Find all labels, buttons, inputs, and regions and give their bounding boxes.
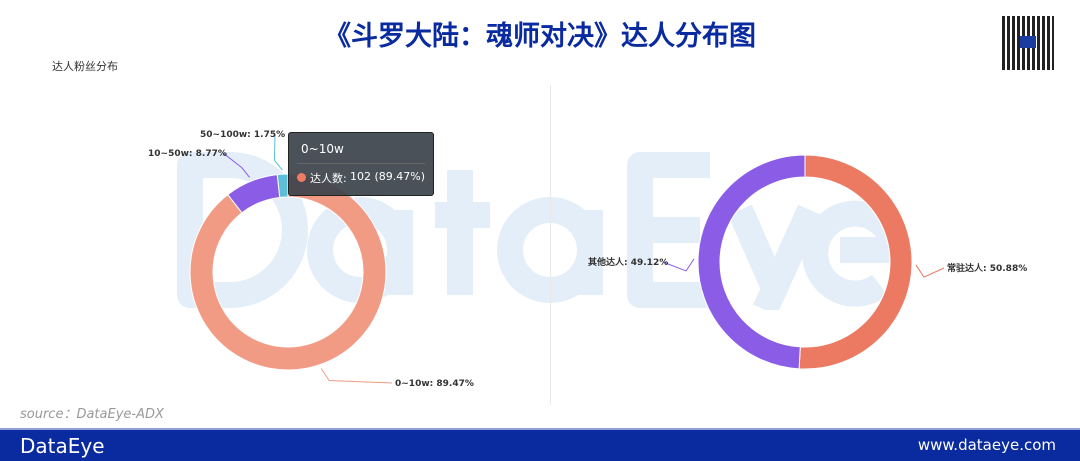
tooltip: 0~10w 达人数: 102 (89.47%) xyxy=(288,132,434,196)
watermark xyxy=(177,152,895,310)
label-line xyxy=(915,264,945,278)
page-title: 《斗罗大陆：魂师对决》达人分布图 xyxy=(324,21,756,52)
tooltip-name: 达人数: xyxy=(310,172,347,185)
chart-subtitle: 达人粉丝分布 xyxy=(52,60,118,73)
data-label: 常驻达人: 50.88% xyxy=(947,262,1027,274)
footer: DataEye www.dataeye.com xyxy=(0,428,1080,461)
divider xyxy=(550,85,551,405)
tooltip-value: 102 (89.47%) xyxy=(349,170,425,183)
label-line xyxy=(222,152,251,178)
data-label: 50~100w: 1.75% xyxy=(200,130,285,140)
label-line xyxy=(320,368,393,384)
label-line xyxy=(662,258,695,272)
tooltip-title: 0~10w xyxy=(301,142,344,156)
data-label: 10~50w: 8.77% xyxy=(148,149,227,159)
dataeye-logo: DataEye xyxy=(20,434,105,458)
qr-code-icon xyxy=(1002,16,1054,70)
data-label: 0~10w: 89.47% xyxy=(395,379,474,389)
data-label: 其他达人: 49.12% xyxy=(588,256,668,268)
website-link[interactable]: www.dataeye.com xyxy=(917,436,1056,454)
slice-50~100w[interactable] xyxy=(276,173,289,199)
tooltip-separator xyxy=(297,163,425,164)
label-line xyxy=(273,133,283,171)
slice-常驻达人[interactable] xyxy=(798,154,913,370)
slice-0~10w[interactable] xyxy=(189,173,387,371)
slice-其他达人[interactable] xyxy=(697,154,806,370)
series-dot-icon xyxy=(297,173,306,182)
source-note: source：DataEye-ADX xyxy=(20,407,164,422)
